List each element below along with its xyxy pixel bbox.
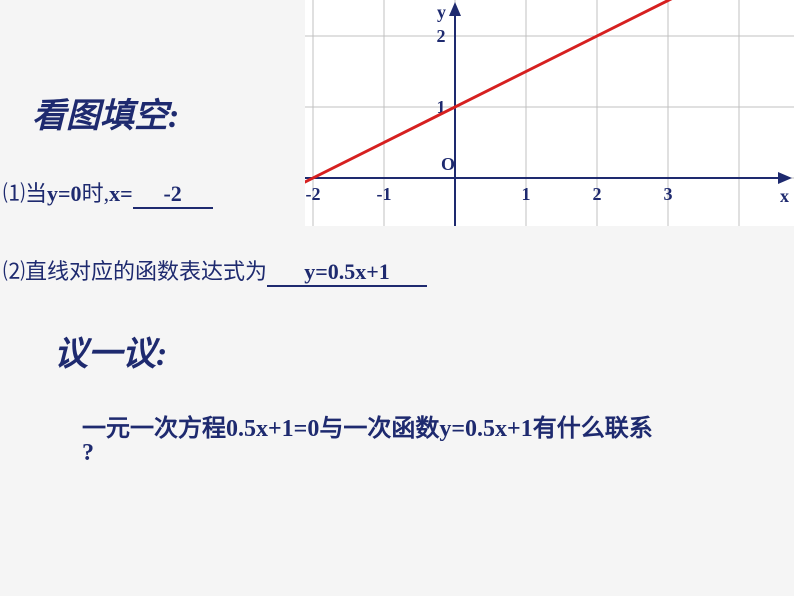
discuss-l1b: 0.5x+1=0: [226, 416, 319, 442]
q1-mid: 时,: [82, 181, 110, 206]
discuss-l1e: 有什么联系: [533, 416, 653, 442]
q1-prefix: ⑴当: [3, 181, 47, 206]
svg-text:3: 3: [664, 184, 673, 204]
discuss-l1d: y=0.5x+1: [439, 416, 532, 442]
line-chart: -2-1123-112Oyx: [305, 0, 794, 226]
q1-cond: y=0: [47, 181, 82, 206]
chart-container: -2-1123-112Oyx: [305, 0, 794, 226]
svg-text:2: 2: [437, 26, 446, 46]
discuss-l1c: 与一次函数: [319, 416, 439, 442]
svg-text:-2: -2: [306, 184, 321, 204]
discuss-line1: 一元一次方程0.5x+1=0与一次函数y=0.5x+1有什么联系: [82, 408, 762, 443]
q1-var: x=: [109, 181, 133, 206]
svg-text:x: x: [780, 186, 789, 206]
q2-prefix: ⑵直线对应的函数表达式为: [3, 259, 267, 284]
heading-discuss: 议一议:: [54, 326, 167, 375]
svg-text:y: y: [437, 2, 446, 22]
q2-blank: y=0.5x+1: [267, 259, 427, 287]
q1-blank: -2: [133, 181, 213, 209]
discuss-l1a: 一元一次方程: [82, 416, 226, 442]
question-1: ⑴当y=0时,x= -2: [3, 176, 213, 209]
svg-text:2: 2: [593, 184, 602, 204]
svg-text:-1: -1: [377, 184, 392, 204]
q2-answer: y=0.5x+1: [304, 259, 390, 284]
discuss-line2: ?: [82, 440, 94, 467]
q1-answer: -2: [163, 181, 181, 206]
question-2: ⑵直线对应的函数表达式为 y=0.5x+1: [3, 254, 427, 287]
svg-text:1: 1: [522, 184, 531, 204]
svg-text:O: O: [441, 154, 455, 174]
heading-fill-blank: 看图填空:: [32, 88, 179, 137]
